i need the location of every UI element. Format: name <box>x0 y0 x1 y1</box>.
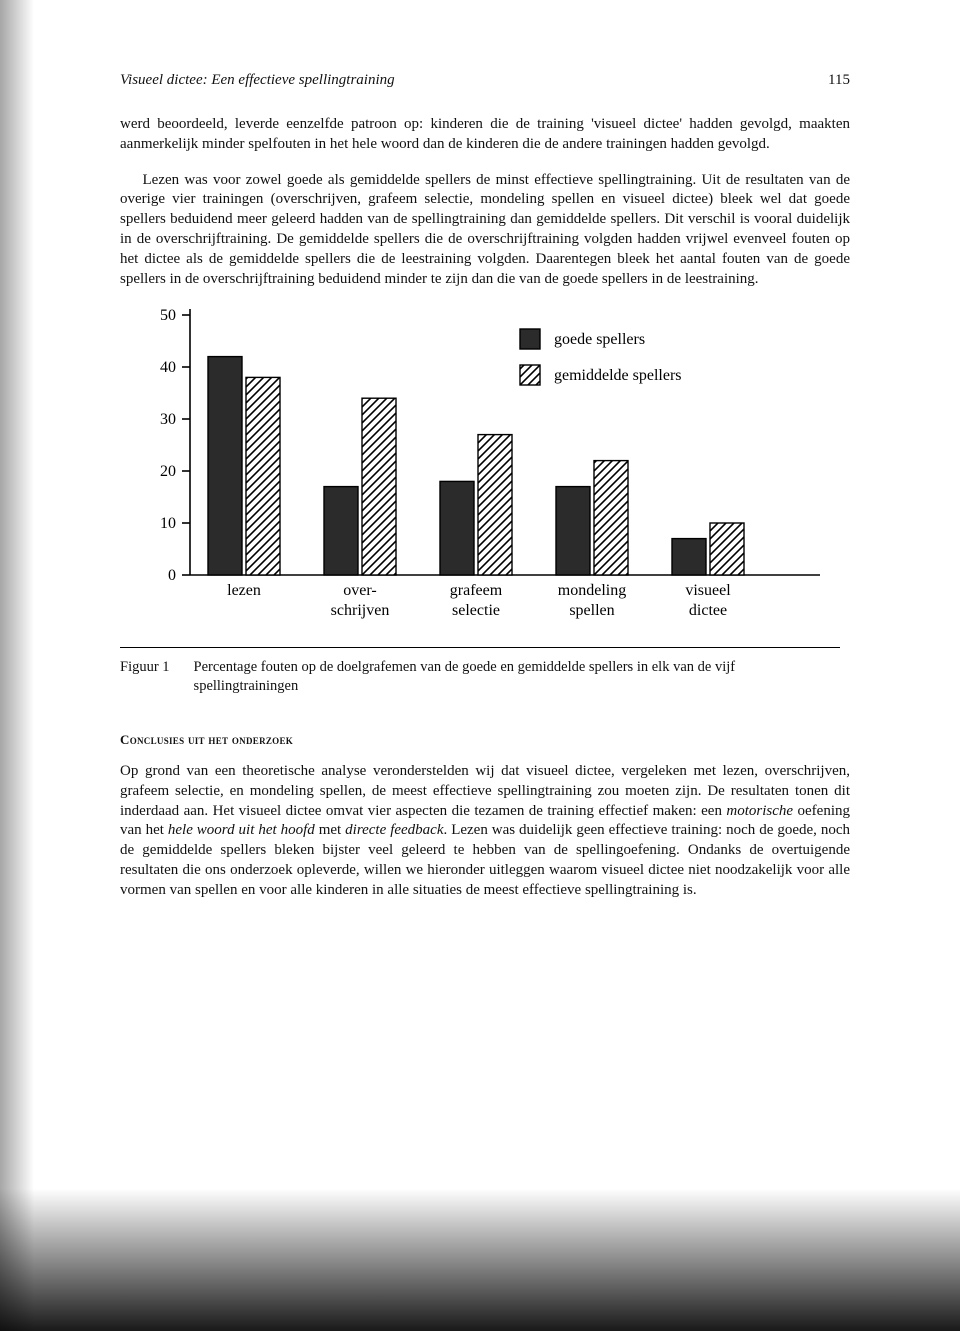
y-tick-label: 30 <box>160 411 176 428</box>
category-label: over- <box>343 582 376 599</box>
bar <box>672 539 706 575</box>
y-tick-label: 10 <box>160 515 176 532</box>
emphasis-text: motorische <box>726 803 793 819</box>
body-text-run: met <box>315 822 345 838</box>
running-header-title: Visueel dictee: Een effectieve spellingt… <box>120 72 395 89</box>
section-heading-text: Conclusies uit het onderzoek <box>120 732 293 747</box>
figure-1: 0 10 20 30 40 50 lezen over-schrijven grafeem sel… <box>120 305 850 696</box>
emphasis-text: directe feedback <box>345 822 443 838</box>
page-number: 115 <box>828 72 850 89</box>
section-body: Op grond van een theoretische analyse ve… <box>120 762 850 901</box>
bar <box>324 487 358 575</box>
bar <box>440 482 474 576</box>
bar <box>478 435 512 575</box>
category-label-line2: selectie <box>452 602 500 619</box>
category-label: grafeem <box>450 582 503 599</box>
page: Visueel dictee: Een effectieve spellingt… <box>0 0 960 1331</box>
legend-label: goede spellers <box>554 331 645 348</box>
running-header: Visueel dictee: Een effectieve spellingt… <box>120 72 850 89</box>
bar <box>710 523 744 575</box>
category-label-line2: spellen <box>569 602 614 619</box>
figure-rule <box>120 647 840 648</box>
figure-caption-label: Figuur 1 <box>120 658 170 696</box>
paragraph-1: werd beoordeeld, leverde eenzelfde patro… <box>120 115 850 155</box>
bar <box>246 378 280 576</box>
bar <box>594 461 628 575</box>
category-label-line2: dictee <box>689 602 727 619</box>
figure-caption: Figuur 1 Percentage fouten op de doelgra… <box>120 658 840 696</box>
category-label: mondeling <box>558 582 626 599</box>
category-label: visueel <box>685 582 731 599</box>
bar <box>362 399 396 576</box>
category-label: lezen <box>227 582 261 599</box>
section-heading: Conclusies uit het onderzoek <box>120 732 850 748</box>
emphasis-text: hele woord uit het hoofd <box>168 822 315 838</box>
category-label-line2: schrijven <box>331 602 390 619</box>
figure-caption-text: Percentage fouten op de doelgrafemen van… <box>194 658 840 696</box>
bar <box>208 357 242 575</box>
bar <box>556 487 590 575</box>
y-tick-label: 50 <box>160 307 176 324</box>
y-tick-label: 40 <box>160 359 176 376</box>
y-tick-label: 0 <box>168 567 176 584</box>
legend-swatch <box>520 365 540 385</box>
legend-label: gemiddelde spellers <box>554 367 682 384</box>
y-tick-label: 20 <box>160 463 176 480</box>
legend-swatch <box>520 329 540 349</box>
paragraph-2: Lezen was voor zowel goede als gemiddeld… <box>120 171 850 290</box>
bar-chart: 0 10 20 30 40 50 lezen over-schrijven grafeem sel… <box>120 305 840 645</box>
